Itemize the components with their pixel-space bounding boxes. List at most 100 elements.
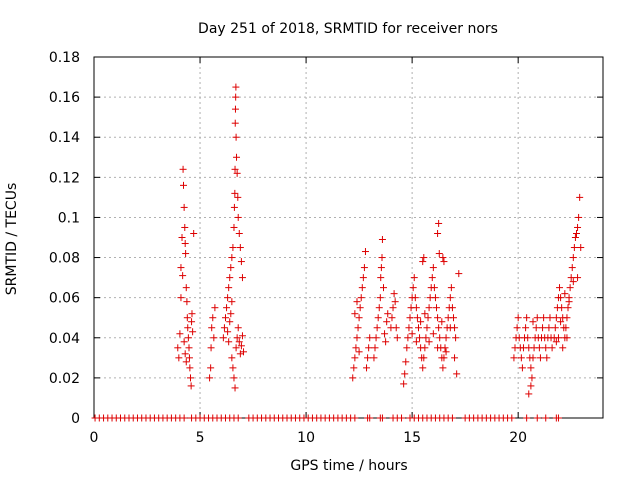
data-point <box>412 304 420 312</box>
data-point <box>434 344 442 352</box>
data-point <box>352 344 360 352</box>
data-point <box>231 384 239 392</box>
data-point <box>356 304 364 312</box>
data-point <box>227 310 235 318</box>
y-tick-label: 0.02 <box>49 371 80 387</box>
data-point <box>230 374 238 382</box>
data-point <box>231 189 239 197</box>
data-point <box>183 298 191 306</box>
data-point <box>233 169 241 177</box>
data-point <box>557 294 565 302</box>
data-point <box>577 244 585 252</box>
data-point <box>361 248 369 256</box>
data-point <box>180 203 188 211</box>
data-point <box>183 314 191 322</box>
data-point <box>414 324 422 332</box>
data-point <box>412 338 420 346</box>
plot-border <box>93 56 604 419</box>
data-point <box>431 294 439 302</box>
data-point <box>365 344 373 352</box>
data-point <box>379 284 387 292</box>
data-point <box>177 294 185 302</box>
data-point <box>440 354 448 362</box>
data-point <box>378 414 386 422</box>
data-point <box>354 324 362 332</box>
data-point <box>425 338 433 346</box>
data-point <box>552 314 560 322</box>
data-point <box>377 274 385 282</box>
data-point <box>453 370 461 378</box>
data-point <box>438 318 446 326</box>
data-point <box>232 344 240 352</box>
data-point <box>184 334 192 342</box>
data-point <box>224 328 232 336</box>
data-point <box>238 274 246 282</box>
data-point <box>357 294 365 302</box>
data-point <box>563 314 571 322</box>
data-point <box>446 294 454 302</box>
grid-layer <box>94 57 603 418</box>
data-point <box>182 358 190 366</box>
data-point <box>228 354 236 362</box>
data-point <box>435 250 443 258</box>
data-point <box>389 304 397 312</box>
data-point <box>524 334 532 342</box>
data-point <box>545 324 553 332</box>
data-point <box>554 334 562 342</box>
data-point <box>529 354 537 362</box>
data-point <box>359 274 367 282</box>
data-point <box>227 264 235 272</box>
data-point <box>439 364 447 372</box>
data-point <box>185 354 193 362</box>
data-point <box>188 318 196 326</box>
data-point <box>401 370 409 378</box>
data-point <box>358 284 366 292</box>
data-point <box>569 278 577 286</box>
data-point <box>434 229 442 237</box>
x-tick-label: 15 <box>403 430 421 446</box>
data-point <box>360 264 368 272</box>
data-point <box>546 314 554 322</box>
y-tick-label: 0.04 <box>49 331 80 347</box>
data-point <box>565 298 573 306</box>
data-point <box>552 338 560 346</box>
y-tick-label: 0.1 <box>58 210 80 226</box>
data-point <box>234 414 242 422</box>
data-point <box>402 358 410 366</box>
data-point <box>366 334 374 342</box>
data-point <box>542 344 550 352</box>
data-point <box>442 334 450 342</box>
data-point <box>525 390 533 398</box>
data-point <box>372 334 380 342</box>
data-point <box>182 284 190 292</box>
data-point <box>406 314 414 322</box>
data-point <box>210 334 218 342</box>
data-point <box>188 310 196 318</box>
data-point <box>375 304 383 312</box>
data-point <box>374 314 382 322</box>
data-point <box>576 193 584 201</box>
data-point <box>429 264 437 272</box>
data-point <box>430 284 438 292</box>
x-tick-label: 5 <box>196 430 205 446</box>
data-point <box>529 318 537 326</box>
data-point <box>536 354 544 362</box>
data-point <box>574 274 582 282</box>
x-tick-label: 20 <box>509 430 527 446</box>
data-point <box>219 334 227 342</box>
data-point <box>532 324 540 332</box>
data-point <box>381 330 389 338</box>
data-point <box>207 364 215 372</box>
data-point <box>428 274 436 282</box>
data-point <box>234 213 242 221</box>
data-point <box>209 314 217 322</box>
data-point <box>540 314 548 322</box>
data-point <box>539 324 547 332</box>
data-point <box>435 219 443 227</box>
data-point <box>404 334 412 342</box>
data-point <box>190 229 198 237</box>
data-point <box>435 324 443 332</box>
data-point <box>570 244 578 252</box>
data-point <box>232 93 240 101</box>
